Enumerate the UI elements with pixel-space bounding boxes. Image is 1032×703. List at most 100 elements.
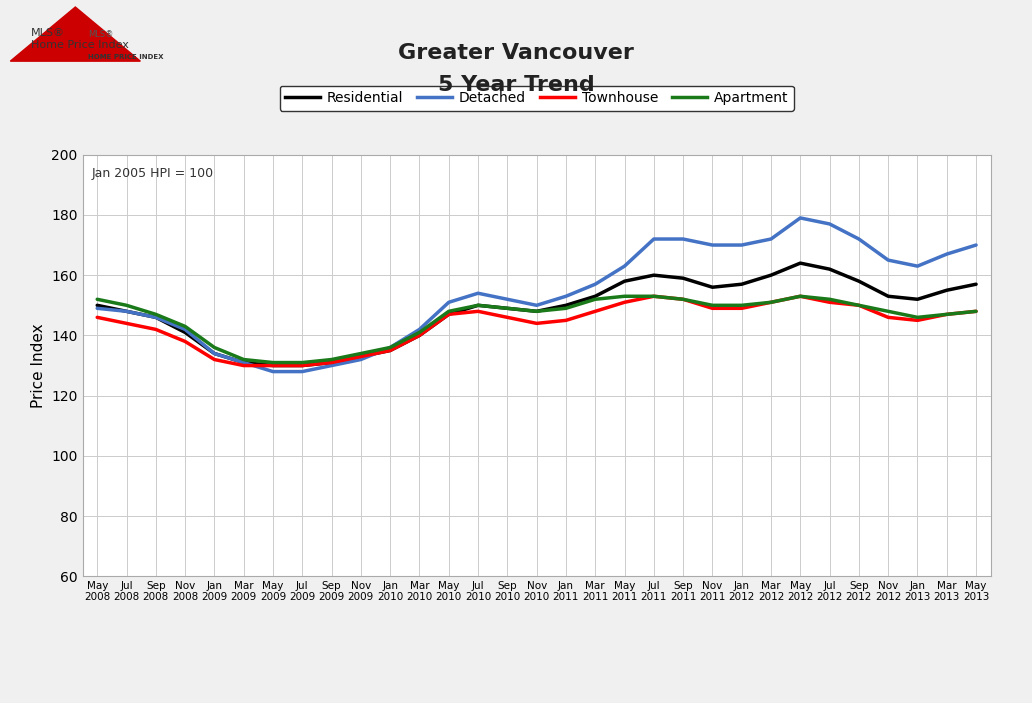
Residential	[794, 259, 806, 267]
Apartment	[91, 295, 103, 304]
Detached	[736, 241, 748, 250]
Detached	[413, 325, 425, 334]
Residential	[267, 361, 280, 370]
Townhouse	[384, 347, 396, 355]
Apartment	[852, 301, 865, 309]
Residential	[736, 280, 748, 288]
Apartment	[940, 310, 953, 318]
Line: Residential: Residential	[97, 263, 976, 366]
Text: 5 Year Trend: 5 Year Trend	[438, 75, 594, 95]
Townhouse	[413, 331, 425, 340]
Residential	[530, 307, 543, 316]
Polygon shape	[10, 7, 140, 61]
Text: HOME PRICE INDEX: HOME PRICE INDEX	[89, 54, 164, 60]
Apartment	[736, 301, 748, 309]
Residential	[150, 313, 162, 321]
Townhouse	[706, 304, 718, 313]
Apartment	[208, 343, 221, 352]
Residential	[706, 283, 718, 292]
Townhouse	[794, 292, 806, 300]
Apartment	[150, 310, 162, 318]
Apartment	[443, 307, 455, 316]
Townhouse	[443, 310, 455, 318]
Line: Townhouse: Townhouse	[97, 296, 976, 366]
Townhouse	[472, 307, 484, 316]
Detached	[179, 325, 191, 334]
Apartment	[237, 355, 250, 363]
Detached	[121, 307, 133, 316]
Detached	[677, 235, 689, 243]
Detached	[530, 301, 543, 309]
Townhouse	[852, 301, 865, 309]
Detached	[91, 304, 103, 313]
Detached	[150, 313, 162, 321]
Text: MLS®: MLS®	[89, 30, 114, 39]
Townhouse	[648, 292, 660, 300]
Residential	[325, 359, 337, 367]
Detached	[384, 343, 396, 352]
Townhouse	[970, 307, 982, 316]
Text: Greater Vancouver: Greater Vancouver	[398, 44, 634, 63]
Townhouse	[355, 352, 367, 361]
Residential	[940, 286, 953, 295]
Residential	[970, 280, 982, 288]
Text: MLS®
Home Price Index: MLS® Home Price Index	[31, 28, 129, 50]
Apartment	[677, 295, 689, 304]
Apartment	[882, 307, 895, 316]
Apartment	[502, 304, 514, 313]
Detached	[882, 256, 895, 264]
Townhouse	[677, 295, 689, 304]
Y-axis label: Price Index: Price Index	[31, 323, 45, 408]
Detached	[472, 289, 484, 297]
Apartment	[648, 292, 660, 300]
Apartment	[413, 328, 425, 337]
Townhouse	[765, 298, 777, 307]
Apartment	[530, 307, 543, 316]
Townhouse	[502, 313, 514, 321]
Apartment	[794, 292, 806, 300]
Townhouse	[325, 359, 337, 367]
Residential	[824, 265, 836, 273]
Line: Apartment: Apartment	[97, 296, 976, 363]
Apartment	[121, 301, 133, 309]
Townhouse	[179, 337, 191, 346]
Apartment	[706, 301, 718, 309]
Legend: Residential, Detached, Townhouse, Apartment: Residential, Detached, Townhouse, Apartm…	[280, 86, 794, 111]
Detached	[765, 235, 777, 243]
Detached	[296, 368, 309, 376]
Townhouse	[911, 316, 924, 325]
Residential	[618, 277, 631, 285]
Apartment	[267, 359, 280, 367]
Apartment	[179, 322, 191, 330]
Townhouse	[91, 313, 103, 321]
Residential	[765, 271, 777, 279]
Apartment	[970, 307, 982, 316]
Residential	[121, 307, 133, 316]
Apartment	[559, 304, 572, 313]
Detached	[559, 292, 572, 300]
Residential	[296, 361, 309, 370]
Apartment	[824, 295, 836, 304]
Detached	[267, 368, 280, 376]
Apartment	[384, 343, 396, 352]
Detached	[208, 349, 221, 358]
Detached	[589, 280, 602, 288]
Residential	[91, 301, 103, 309]
Townhouse	[267, 361, 280, 370]
Detached	[502, 295, 514, 304]
Detached	[237, 359, 250, 367]
Detached	[618, 262, 631, 271]
Text: Jan 2005 HPI = 100: Jan 2005 HPI = 100	[92, 167, 214, 180]
Apartment	[472, 301, 484, 309]
Residential	[677, 274, 689, 283]
Townhouse	[618, 298, 631, 307]
Apartment	[911, 313, 924, 321]
Apartment	[589, 295, 602, 304]
Detached	[911, 262, 924, 271]
Townhouse	[559, 316, 572, 325]
Detached	[355, 355, 367, 363]
Line: Detached: Detached	[97, 218, 976, 372]
Detached	[325, 361, 337, 370]
Residential	[589, 292, 602, 300]
Townhouse	[237, 361, 250, 370]
